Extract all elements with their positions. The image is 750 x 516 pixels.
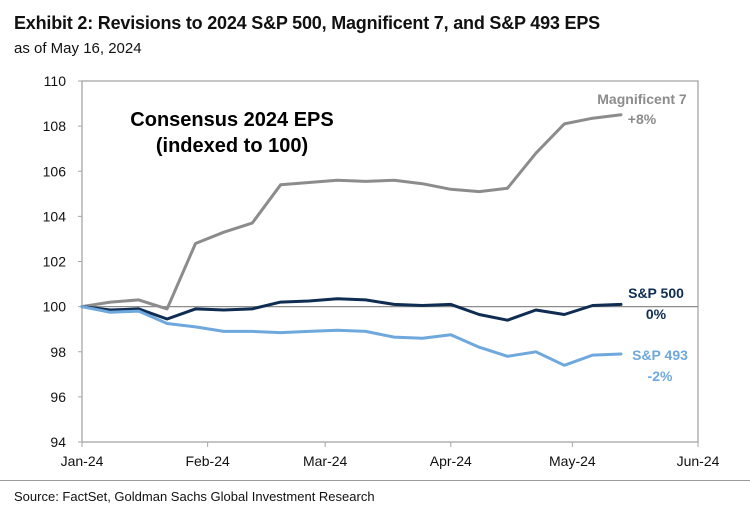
x-tick-label: Mar-24 (303, 453, 348, 469)
series-line-s-p-493 (80, 305, 623, 367)
y-tick-label: 100 (43, 299, 67, 315)
chart-inner-title: Consensus 2024 EPS (130, 109, 333, 131)
series-lines (80, 113, 623, 367)
y-tick-label: 94 (50, 434, 66, 450)
y-tick-label: 102 (43, 254, 67, 270)
exhibit-subtitle: as of May 16, 2024 (14, 40, 142, 57)
series-label-s-p-500: S&P 500 (628, 285, 684, 301)
series-end-labels: Magnificent 7 +8% S&P 500 0% S&P 493 -2% (597, 91, 688, 384)
series-change-s-p-493: -2% (648, 368, 673, 384)
eps-revisions-chart: 94 96 98 100 102 104 106 108 110 Jan-24 Feb-24 Mar-… (43, 73, 720, 469)
series-label-s-p-493: S&P 493 (632, 347, 688, 363)
x-tick-label: Jun-24 (677, 453, 720, 469)
series-line-magnificent-7 (80, 113, 623, 311)
axes: 94 96 98 100 102 104 106 108 110 Jan-24 Feb-24 Mar-… (43, 73, 720, 469)
x-tick-label: May-24 (549, 453, 596, 469)
y-tick-label: 108 (43, 118, 67, 134)
exhibit-title: Exhibit 2: Revisions to 2024 S&P 500, Ma… (14, 13, 600, 33)
y-tick-label: 98 (50, 344, 66, 360)
x-tick-label: Feb-24 (185, 453, 230, 469)
chart-inner-subtitle: (indexed to 100) (156, 135, 308, 157)
series-line-s-p-500 (80, 297, 623, 322)
x-tick-label: Jan-24 (61, 453, 104, 469)
series-change-s-p-500: 0% (646, 306, 667, 322)
series-label-magnificent-7: Magnificent 7 (597, 91, 687, 107)
y-tick-label: 106 (43, 163, 67, 179)
footer-divider (0, 480, 750, 481)
y-tick-label: 96 (50, 389, 66, 405)
y-tick-label: 110 (44, 73, 67, 89)
series-change-magnificent-7: +8% (628, 111, 657, 127)
source-note: Source: FactSet, Goldman Sachs Global In… (14, 489, 375, 504)
x-tick-label: Apr-24 (430, 453, 472, 469)
y-tick-label: 104 (43, 208, 67, 224)
